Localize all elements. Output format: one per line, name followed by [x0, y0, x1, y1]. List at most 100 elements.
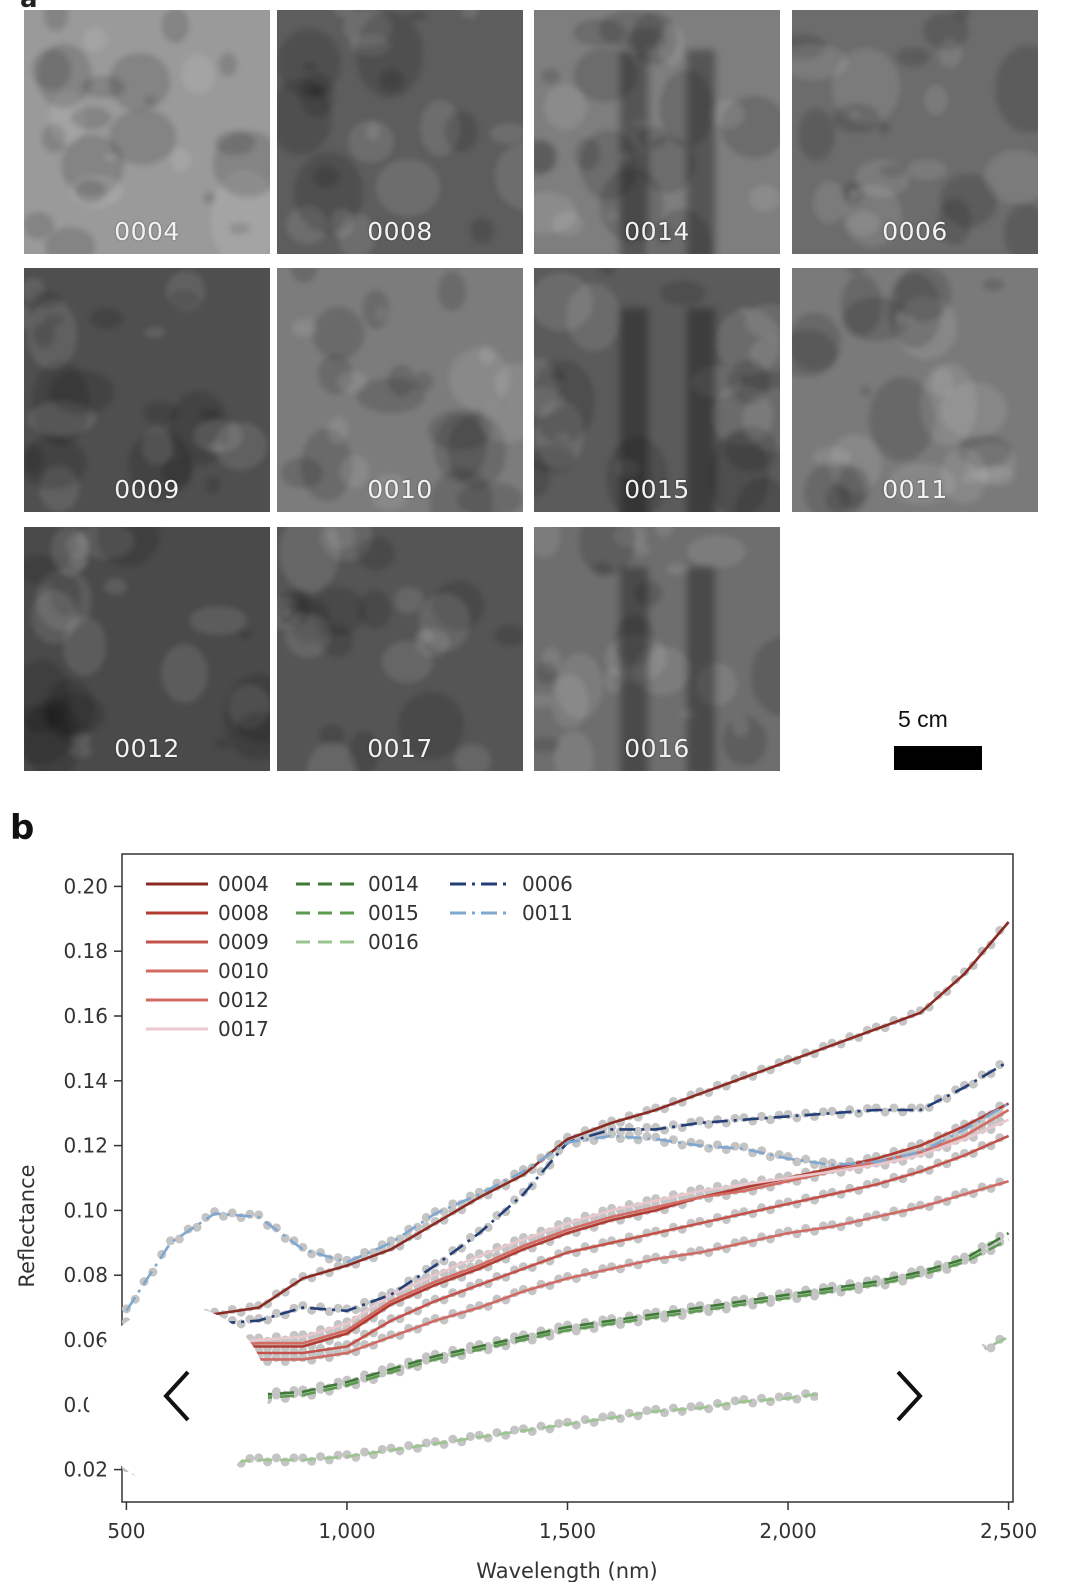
rock-image-tile: 0009: [24, 268, 270, 512]
rock-image-tile: 0010: [277, 268, 523, 512]
series-line-0012: [126, 1179, 1009, 1364]
panel-b-letter: b: [10, 808, 35, 848]
data-point: [642, 1122, 652, 1132]
legend-label: 0012: [218, 988, 269, 1012]
data-point: [854, 1108, 864, 1118]
previous-button[interactable]: [88, 1306, 268, 1486]
rock-image-tile: 0017: [277, 527, 523, 771]
data-point: [704, 1404, 714, 1414]
data-point: [739, 1142, 749, 1152]
data-point: [827, 1158, 837, 1168]
legend-label: 0010: [218, 959, 269, 983]
data-point: [792, 1157, 802, 1167]
data-point: [245, 1314, 255, 1324]
data-point: [404, 1441, 414, 1451]
y-tick-label: 0.12: [63, 1134, 108, 1158]
data-point: [730, 1396, 740, 1406]
series-line-0010: [126, 1108, 1010, 1351]
data-point: [801, 1154, 811, 1164]
data-point: [660, 1408, 670, 1418]
series-line-0014: [126, 1231, 1010, 1407]
data-point: [792, 1394, 802, 1404]
data-point: [483, 1345, 493, 1355]
data-point: [227, 1208, 237, 1218]
data-point: [757, 1111, 767, 1121]
data-point: [315, 1452, 325, 1462]
data-point: [333, 1303, 343, 1313]
y-tick-label: 0.14: [63, 1069, 108, 1093]
data-point: [668, 1135, 678, 1145]
data-point: [633, 1126, 643, 1136]
tile-label: 0016: [624, 734, 690, 763]
data-point: [889, 1103, 899, 1113]
data-point: [492, 1211, 502, 1221]
legend-label: 0004: [218, 872, 269, 896]
data-point: [704, 1119, 714, 1129]
tile-label: 0009: [114, 475, 180, 504]
data-point: [660, 1313, 670, 1323]
data-point: [615, 1320, 625, 1330]
y-tick-label: 0.08: [63, 1263, 108, 1287]
data-point: [668, 1120, 678, 1130]
data-point: [854, 1285, 864, 1295]
tile-label: 0015: [624, 475, 690, 504]
data-point: [765, 1297, 775, 1307]
legend-label: 0006: [522, 872, 573, 896]
data-point: [298, 1242, 308, 1252]
series-line-0016: [126, 1335, 1010, 1471]
data-point: [448, 1199, 458, 1209]
legend-label: 0008: [218, 901, 269, 925]
legend-label: 0015: [368, 901, 419, 925]
x-tick-label: 1,500: [539, 1519, 596, 1543]
data-point: [792, 1113, 802, 1123]
x-tick-label: 2,000: [759, 1519, 816, 1543]
data-point: [413, 1222, 423, 1232]
x-tick-label: 1,000: [318, 1519, 375, 1543]
legend-label: 0011: [522, 901, 573, 925]
data-point: [166, 1236, 176, 1246]
data-point: [439, 1354, 449, 1364]
data-point: [818, 1107, 828, 1117]
tile-label: 0017: [367, 734, 433, 763]
scale-bar-label: 5 cm: [898, 706, 948, 732]
data-point: [457, 1243, 467, 1253]
data-point: [448, 1434, 458, 1444]
scale-bar: [894, 746, 982, 770]
data-point: [271, 1390, 281, 1400]
data-point: [271, 1223, 281, 1233]
data-point: [201, 1212, 211, 1222]
next-button[interactable]: [818, 1306, 998, 1486]
data-point: [271, 1453, 281, 1463]
tile-label: 0004: [114, 217, 180, 246]
y-tick-label: 0.18: [63, 939, 108, 963]
data-point: [810, 1291, 820, 1301]
rock-image-tile: 0016: [534, 527, 780, 771]
legend: 0004 0008 0009 0010 0012 0017 0014 0015 0016 0006…: [146, 872, 573, 1041]
data-point: [218, 1211, 228, 1221]
data-point: [977, 1070, 987, 1080]
legend-label: 0014: [368, 872, 419, 896]
data-point: [536, 1421, 546, 1431]
y-axis-title: Reflectance: [15, 1164, 39, 1287]
data-point: [554, 1419, 564, 1429]
data-point: [324, 1307, 334, 1317]
x-tick-label: 2,500: [980, 1519, 1037, 1543]
data-point: [730, 1141, 740, 1151]
x-axis-title: Wavelength (nm): [476, 1559, 657, 1582]
chevron-right-icon: [896, 1370, 923, 1422]
data-point: [395, 1234, 405, 1244]
data-point: [959, 1255, 969, 1265]
rock-image-tile: 0014: [534, 10, 780, 254]
data-point: [933, 990, 943, 1000]
chevron-left-icon: [163, 1370, 190, 1422]
y-tick-label: 0.20: [63, 874, 108, 898]
data-point: [421, 1355, 431, 1365]
series-line-0015: [126, 1238, 1010, 1410]
data-point: [483, 1222, 493, 1232]
data-point: [633, 1317, 643, 1327]
data-point: [827, 1106, 837, 1116]
data-point: [580, 1415, 590, 1425]
data-point: [774, 1392, 784, 1402]
data-point: [695, 1116, 705, 1126]
data-point: [721, 1304, 731, 1314]
